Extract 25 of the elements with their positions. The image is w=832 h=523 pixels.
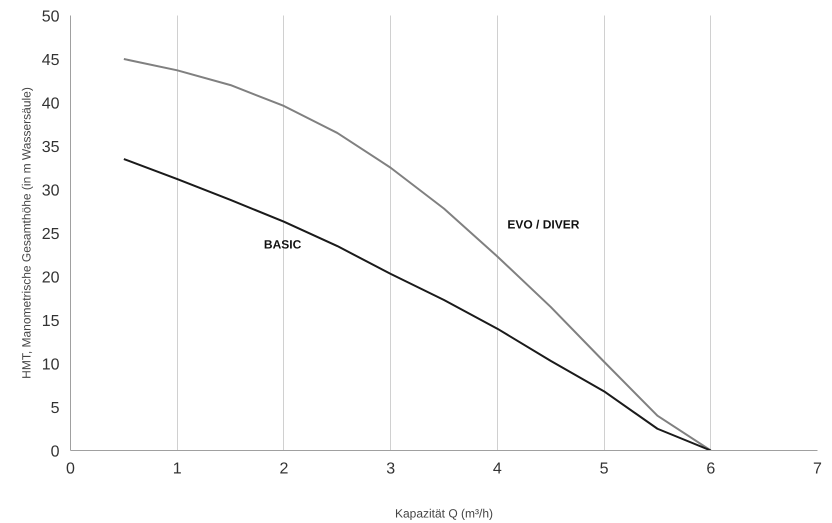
line-series [122,58,712,450]
x-tick-label: 4 [492,460,502,478]
text: EVO / DIVER [507,217,580,232]
x-axis-title: Kapazität Q (m³/h) [394,506,494,520]
y-axis-title: HMT, Manometrische Gesamthöhe (in m Wassersäule) [20,87,34,379]
y-tick-label: 15 [42,313,60,330]
x-tick-label: 5 [600,460,609,478]
y-tick-label: 45 [42,52,60,69]
y-tick-label: 30 [42,182,60,200]
x-tick-label: 7 [813,460,822,478]
y-tick-label: 50 [42,8,60,26]
y-tick-label: 25 [42,226,60,243]
x-tick-label: 0 [66,460,76,478]
y-tick-label: 5 [50,400,60,417]
x-tick-label: 2 [279,460,288,478]
y-tick-label: 40 [42,96,60,112]
x-tick-label: 1 [172,460,182,478]
y-tick-label: 35 [42,139,60,156]
x-tick-label: 3 [386,460,396,478]
x-tick-label: 6 [706,460,716,478]
y-tick-label: 10 [42,356,60,374]
y-tick-label: 20 [42,270,60,286]
line-series [122,158,712,450]
y-tick-label: 0 [50,444,60,460]
series-label: BASIC [264,238,302,252]
